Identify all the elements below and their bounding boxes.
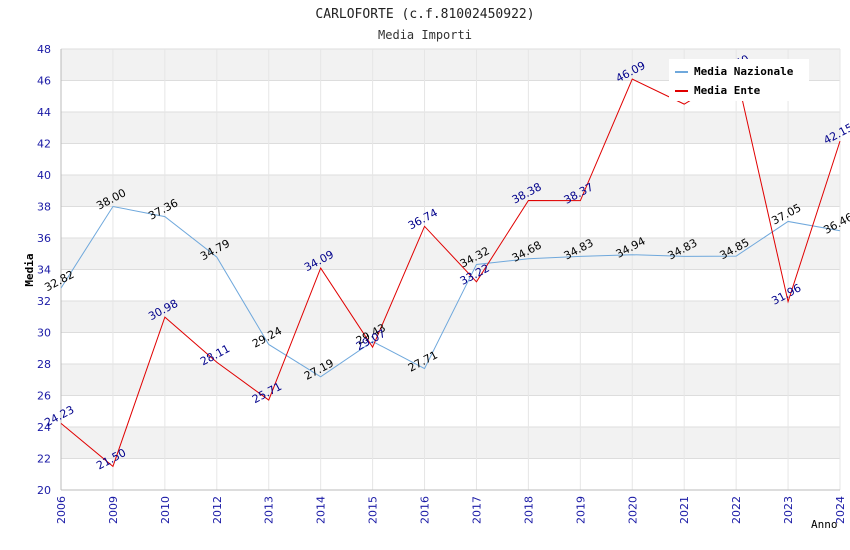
x-tick-label: 2014: [315, 496, 328, 524]
y-tick-label: 26: [37, 390, 51, 403]
x-tick-label: 2024: [834, 496, 847, 524]
y-tick-label: 34: [37, 264, 51, 277]
band: [61, 143, 840, 175]
band: [61, 395, 840, 427]
band: [61, 206, 840, 238]
x-tick-label: 2006: [55, 496, 68, 524]
band: [61, 458, 840, 490]
x-tick-label: 2018: [522, 496, 535, 524]
y-tick-label: 38: [37, 201, 51, 214]
y-tick-label: 32: [37, 295, 51, 308]
y-tick-labels: 20 22 24 26 28 30 32 34 36 38 40 42 44 46 48: [37, 43, 51, 497]
y-tick-label: 44: [37, 106, 51, 119]
background-bands: [61, 49, 840, 490]
band: [61, 364, 840, 396]
series-line-media-nazionale: [60, 205, 841, 378]
y-tick-label: 30: [37, 327, 51, 340]
y-axis-label: Media: [23, 253, 36, 286]
band: [61, 112, 840, 144]
y-tick-label: 20: [37, 484, 51, 497]
band: [61, 332, 840, 364]
chart-title: CARLOFORTE (c.f.81002450922): [315, 7, 534, 22]
x-axis-label: Anno: [811, 518, 838, 531]
y-tick-label: 24: [37, 421, 51, 434]
band: [61, 175, 840, 207]
x-tick-label: 2013: [263, 496, 276, 524]
x-tick-label: 2016: [419, 496, 432, 524]
axes: [60, 49, 840, 491]
y-tick-label: 28: [37, 358, 51, 371]
x-tick-label: 2021: [678, 496, 691, 524]
x-tick-label: 2015: [367, 496, 380, 524]
x-tick-label: 2012: [211, 496, 224, 524]
x-tick-label: 2023: [782, 496, 795, 524]
x-tick-label: 2009: [107, 496, 120, 524]
gridlines: [60, 48, 841, 491]
band: [61, 427, 840, 459]
y-tick-label: 42: [37, 138, 51, 151]
y-tick-label: 46: [37, 75, 51, 88]
legend-label-media-ente: Media Ente: [694, 84, 761, 97]
band: [61, 269, 840, 301]
y-tick-label: 48: [37, 43, 51, 56]
y-tick-label: 22: [37, 453, 51, 466]
legend: Media Nazionale Media Ente: [669, 59, 809, 101]
x-tick-label: 2020: [626, 496, 639, 524]
x-tick-labels: 2006 2009 2010 2012 2013 2014 2015 2016 2017 2018…: [55, 496, 847, 524]
y-tick-label: 36: [37, 232, 51, 245]
legend-box: [669, 59, 809, 101]
x-tick-label: 2010: [159, 496, 172, 524]
x-tick-label: 2022: [730, 496, 743, 524]
x-tick-label: 2019: [574, 496, 587, 524]
y-tick-label: 40: [37, 169, 51, 182]
chart-subtitle: Media Importi: [378, 28, 472, 42]
legend-label-media-nazionale: Media Nazionale: [694, 65, 794, 78]
x-tick-label: 2017: [470, 496, 483, 524]
